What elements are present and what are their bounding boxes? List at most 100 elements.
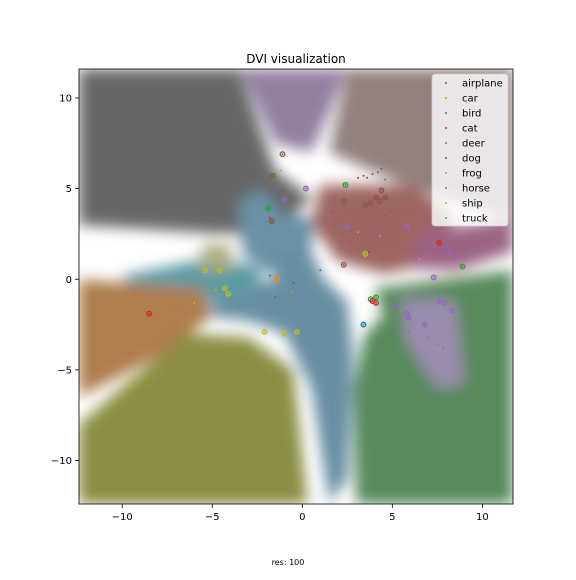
point-horse (409, 256, 412, 259)
point-cat (371, 300, 374, 302)
x-tick-label: 5 (389, 512, 395, 523)
point-airplane (292, 281, 295, 284)
series-car (274, 276, 293, 293)
point-ship (295, 330, 298, 333)
point-horse (398, 312, 401, 315)
legend-marker-frog (445, 172, 447, 174)
point-dog (371, 173, 374, 176)
point-dog (369, 202, 372, 205)
point-deer (436, 343, 439, 346)
point-dog (378, 200, 381, 203)
point-cat (367, 251, 370, 254)
airplane-band-center (203, 252, 353, 504)
point-bird (461, 265, 464, 268)
legend-marker-deer (445, 142, 447, 144)
resolution-label: res: 100 (272, 558, 305, 567)
highlighted-point-dog (279, 151, 286, 158)
point-deer (427, 336, 430, 339)
point-deer (346, 225, 349, 228)
highlighted-point-dog (340, 261, 347, 268)
x-tick-label: 0 (299, 512, 305, 523)
highlighted-point-cat (436, 240, 443, 246)
plot-frame (78, 68, 514, 505)
point-frog (418, 258, 421, 261)
highlighted-point-ship (293, 328, 300, 335)
x-tick-label: 10 (476, 512, 489, 523)
highlighted-point-cat (373, 299, 380, 306)
legend-label-airplane: airplane (462, 79, 503, 90)
highlighted-point-airplane (360, 321, 367, 328)
point-deer (304, 187, 307, 190)
point-dog (270, 220, 273, 223)
highlighted-point-deer (436, 298, 443, 304)
point-dog (366, 176, 369, 179)
highlighted-point-deer (430, 274, 437, 281)
point-deer (438, 300, 441, 302)
point-deer (407, 330, 410, 333)
point-frog (378, 234, 381, 237)
point-airplane (268, 274, 271, 277)
y-tick-label: 0 (66, 275, 72, 286)
point-cat (375, 301, 378, 304)
legend-label-deer: deer (462, 139, 486, 150)
point-dog (364, 203, 367, 206)
point-ship (218, 269, 221, 272)
point-horse (313, 292, 316, 295)
highlighted-point-dog (268, 172, 275, 179)
point-dog (270, 174, 273, 177)
highlighted-point-car (274, 276, 281, 283)
legend-label-cat: cat (462, 124, 478, 135)
highlighted-point-bird (459, 263, 466, 270)
x-tick-label: −10 (112, 512, 133, 523)
legend-marker-airplane (445, 82, 447, 84)
point-dog (376, 171, 379, 174)
point-horse (265, 164, 268, 167)
point-dog (342, 263, 345, 266)
highlighted-point-bird (265, 205, 272, 212)
legend: airplane car bird cat deer dog frog horse ship tr… (431, 73, 509, 227)
ship-patch (201, 244, 233, 271)
highlighted-point-bird (373, 294, 380, 301)
series-dog (268, 151, 389, 268)
car-region-west (79, 279, 213, 398)
point-horse (441, 347, 444, 350)
highlighted-point-ship (221, 285, 228, 292)
highlighted-point-deer (441, 299, 448, 306)
ship-region-south (79, 333, 308, 504)
legend-marker-cat (445, 127, 447, 129)
deer-region-east (414, 217, 513, 271)
point-frog (357, 231, 360, 234)
highlighted-point-ship (362, 250, 369, 257)
highlighted-point-bird (342, 182, 349, 188)
point-deer (283, 198, 286, 201)
legend-marker-bird (445, 112, 447, 114)
series-cat (146, 216, 443, 317)
highlighted-point-deer (344, 223, 351, 230)
data-points (142, 151, 466, 350)
point-ship (263, 330, 266, 333)
point-dog (375, 196, 378, 199)
legend-label-car: car (462, 94, 479, 105)
point-horse (353, 198, 356, 201)
point-truck (249, 300, 252, 302)
point-ship (283, 332, 286, 335)
point-dog (380, 189, 383, 192)
y-axis: 10 5 0 −5 −10 (51, 94, 79, 467)
highlighted-point-dog (378, 187, 385, 194)
point-airplane (274, 296, 277, 299)
highlighted-point-ship (202, 267, 209, 274)
legend-marker-ship (445, 202, 447, 204)
series-deer (281, 185, 455, 346)
point-cat (148, 312, 151, 315)
point-ship (364, 252, 367, 255)
legend-marker-horse (445, 187, 447, 189)
highlighted-point-dog (268, 218, 275, 225)
highlighted-point-dog (376, 198, 383, 205)
highlighted-point-deer (447, 250, 453, 257)
point-horse (335, 321, 338, 324)
point-frog (279, 169, 282, 172)
x-axis: −10 −5 0 5 10 (112, 504, 489, 523)
point-dog (384, 196, 387, 199)
point-dog (357, 176, 360, 179)
